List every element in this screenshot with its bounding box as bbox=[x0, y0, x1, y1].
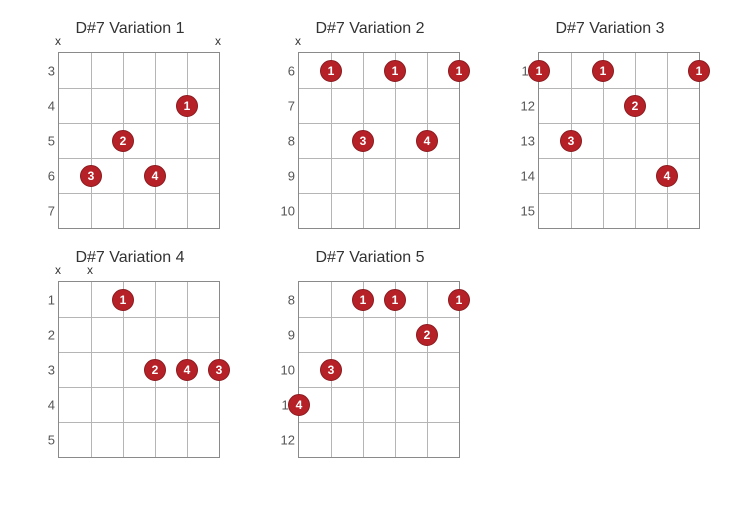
mute-mark: x bbox=[87, 263, 93, 277]
finger-dot: 4 bbox=[144, 165, 166, 187]
fret-label: 8 bbox=[277, 133, 295, 148]
finger-dot: 1 bbox=[528, 60, 550, 82]
fretboard: 123451234 bbox=[58, 281, 220, 458]
fret-label: 10 bbox=[277, 203, 295, 218]
finger-dot: 1 bbox=[448, 60, 470, 82]
mute-row: x bbox=[298, 34, 458, 50]
fret-label: 10 bbox=[277, 362, 295, 377]
finger-dot: 1 bbox=[592, 60, 614, 82]
finger-dot: 1 bbox=[320, 60, 342, 82]
fret-label: 9 bbox=[277, 168, 295, 183]
fret-label: 6 bbox=[277, 63, 295, 78]
fret-label: 4 bbox=[37, 397, 55, 412]
finger-dot: 1 bbox=[384, 289, 406, 311]
finger-dot: 2 bbox=[624, 95, 646, 117]
fret-label: 2 bbox=[37, 327, 55, 342]
finger-dot: 1 bbox=[352, 289, 374, 311]
mute-mark: x bbox=[55, 34, 61, 48]
finger-dot: 1 bbox=[448, 289, 470, 311]
mute-mark: x bbox=[215, 34, 221, 48]
mute-row bbox=[298, 263, 458, 279]
chord-diagram: D#7 Variation 589101112111234 bbox=[270, 249, 470, 458]
fret-label: 15 bbox=[517, 203, 535, 218]
fret-label: 5 bbox=[37, 133, 55, 148]
mute-row: xx bbox=[58, 34, 218, 50]
mute-row: xx bbox=[58, 263, 218, 279]
finger-dot: 1 bbox=[112, 289, 134, 311]
finger-dot: 4 bbox=[288, 394, 310, 416]
diagram: xx123451234 bbox=[58, 281, 230, 458]
fretboard: 345671234 bbox=[58, 52, 220, 229]
fret-label: 13 bbox=[517, 133, 535, 148]
fretboard: 89101112111234 bbox=[298, 281, 460, 458]
finger-dot: 1 bbox=[384, 60, 406, 82]
fret-label: 12 bbox=[517, 98, 535, 113]
finger-dot: 3 bbox=[560, 130, 582, 152]
finger-dot: 2 bbox=[112, 130, 134, 152]
fret-label: 1 bbox=[37, 292, 55, 307]
diagram: x67891011134 bbox=[298, 52, 470, 229]
diagram: 1112131415111234 bbox=[538, 52, 710, 229]
finger-dot: 2 bbox=[144, 359, 166, 381]
mute-mark: x bbox=[295, 34, 301, 48]
mute-row bbox=[538, 34, 698, 50]
fret-label: 5 bbox=[37, 432, 55, 447]
finger-dot: 3 bbox=[352, 130, 374, 152]
finger-dot: 3 bbox=[320, 359, 342, 381]
fret-label: 14 bbox=[517, 168, 535, 183]
fret-label: 9 bbox=[277, 327, 295, 342]
fret-label: 12 bbox=[277, 432, 295, 447]
mute-mark: x bbox=[55, 263, 61, 277]
finger-dot: 4 bbox=[656, 165, 678, 187]
chord-diagram: D#7 Variation 2x67891011134 bbox=[270, 20, 470, 229]
fret-label: 3 bbox=[37, 63, 55, 78]
finger-dot: 1 bbox=[176, 95, 198, 117]
fretboard: 1112131415111234 bbox=[538, 52, 700, 229]
fret-label: 8 bbox=[277, 292, 295, 307]
finger-dot: 3 bbox=[80, 165, 102, 187]
finger-dot: 4 bbox=[176, 359, 198, 381]
finger-dot: 2 bbox=[416, 324, 438, 346]
chord-grid: D#7 Variation 1xx345671234D#7 Variation … bbox=[30, 20, 730, 458]
finger-dot: 1 bbox=[688, 60, 710, 82]
diagram: 89101112111234 bbox=[298, 281, 470, 458]
diagram: xx345671234 bbox=[58, 52, 230, 229]
fret-label: 7 bbox=[37, 203, 55, 218]
finger-dot: 3 bbox=[208, 359, 230, 381]
fretboard: 67891011134 bbox=[298, 52, 460, 229]
chord-diagram: D#7 Variation 1xx345671234 bbox=[30, 20, 230, 229]
fret-label: 4 bbox=[37, 98, 55, 113]
chord-diagram: D#7 Variation 4xx123451234 bbox=[30, 249, 230, 458]
fret-label: 7 bbox=[277, 98, 295, 113]
fret-label: 3 bbox=[37, 362, 55, 377]
chord-diagram: D#7 Variation 31112131415111234 bbox=[510, 20, 710, 229]
finger-dot: 4 bbox=[416, 130, 438, 152]
fret-label: 6 bbox=[37, 168, 55, 183]
